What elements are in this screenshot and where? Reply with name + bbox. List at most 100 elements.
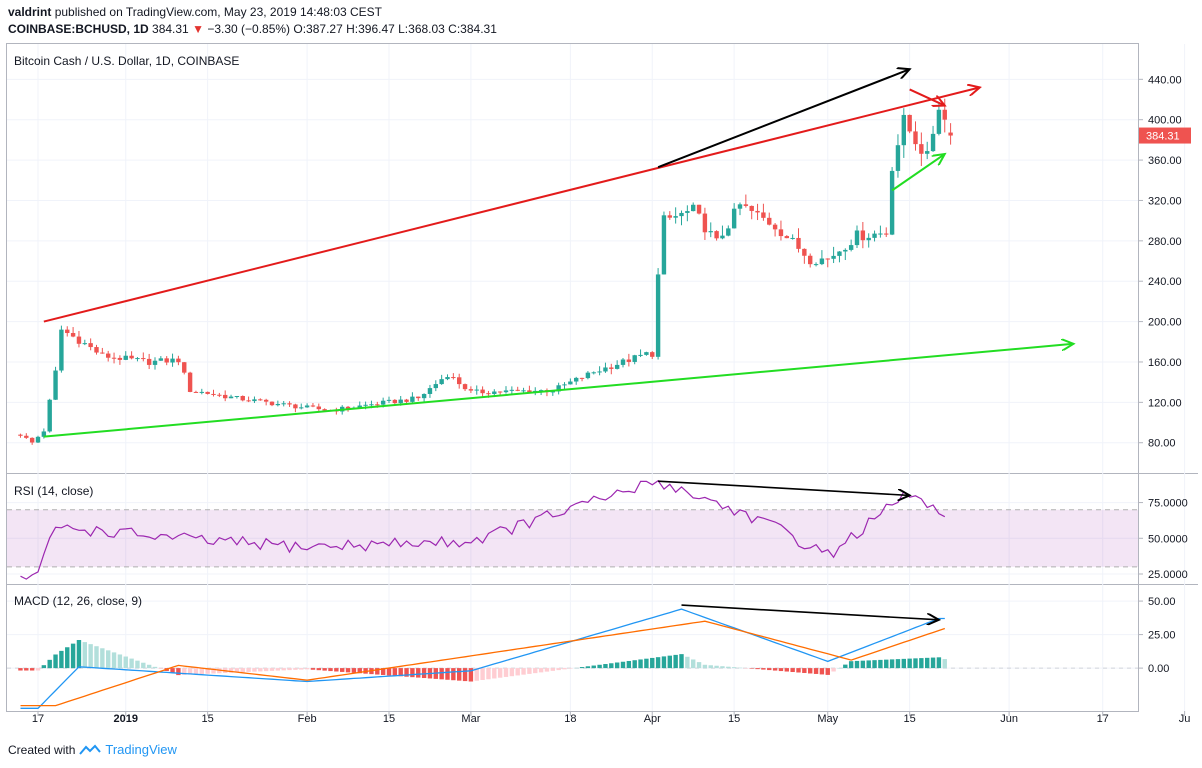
candle-down bbox=[942, 109, 947, 120]
candle-up bbox=[889, 170, 895, 235]
candle-down bbox=[416, 396, 421, 399]
macd-line bbox=[20, 608, 945, 709]
candle-down bbox=[468, 389, 474, 391]
macd-histogram-bar bbox=[626, 660, 632, 669]
macd-histogram-bar bbox=[691, 659, 696, 669]
macd-histogram-bar bbox=[357, 668, 362, 674]
macd-histogram-bar bbox=[451, 668, 456, 681]
candle-down bbox=[223, 394, 228, 399]
time-tick-label: Mar bbox=[461, 713, 480, 725]
macd-histogram-bar bbox=[556, 668, 561, 671]
candle-up bbox=[930, 133, 936, 152]
price-tick-label: 360.00 bbox=[1148, 155, 1182, 167]
time-tick-label: 15 bbox=[383, 713, 395, 725]
macd-histogram-bar bbox=[568, 668, 573, 669]
tradingview-brand[interactable]: TradingView bbox=[105, 742, 177, 757]
macd-histogram-bar bbox=[497, 668, 503, 678]
green-trendline bbox=[43, 344, 1074, 438]
macd-histogram-bar bbox=[100, 648, 105, 669]
candle-down bbox=[457, 377, 462, 385]
author-name[interactable]: valdrint bbox=[8, 5, 52, 19]
candle-down bbox=[772, 224, 778, 230]
main-pane-title: Bitcoin Cash / U.S. Dollar, 1D, COINBASE bbox=[14, 54, 239, 68]
candle-up bbox=[427, 388, 433, 394]
candle-up bbox=[363, 404, 368, 406]
candle-up bbox=[433, 384, 438, 389]
candle-up bbox=[41, 431, 47, 437]
macd-histogram-bar bbox=[591, 665, 596, 669]
macd-histogram-bar bbox=[158, 668, 164, 669]
macd-histogram-bar bbox=[749, 668, 754, 669]
candle-up bbox=[386, 399, 392, 401]
macd-histogram-bar bbox=[135, 660, 140, 669]
candle-down bbox=[88, 343, 93, 348]
candle-up bbox=[503, 390, 509, 393]
candle-down bbox=[293, 404, 298, 409]
macd-histogram-bar bbox=[457, 668, 462, 681]
candle-up bbox=[568, 381, 573, 385]
candle-down bbox=[404, 399, 409, 402]
macd-histogram-bar bbox=[445, 668, 450, 680]
macd-histogram-bar bbox=[620, 661, 626, 669]
macd-histogram-bar bbox=[187, 668, 193, 675]
macd-histogram-bar bbox=[492, 668, 497, 679]
macd-histogram-bar bbox=[533, 668, 538, 674]
candle-down bbox=[527, 390, 532, 393]
time-tick-label: May bbox=[817, 713, 838, 725]
candle-down bbox=[913, 131, 918, 145]
time-tick-label: 2019 bbox=[114, 713, 138, 725]
candle-down bbox=[948, 132, 953, 136]
candle-down bbox=[743, 204, 749, 206]
candle-down bbox=[497, 391, 503, 393]
macd-histogram-bar bbox=[351, 668, 357, 673]
candle-down bbox=[515, 389, 520, 391]
macd-histogram-bar bbox=[474, 668, 479, 681]
candle-up bbox=[199, 391, 204, 393]
macd-histogram-bar bbox=[585, 666, 591, 669]
candle-up bbox=[708, 231, 713, 233]
macd-histogram-bar bbox=[743, 668, 749, 669]
candle-down bbox=[18, 434, 23, 436]
macd-histogram-bar bbox=[252, 668, 257, 672]
macd-histogram-bar bbox=[538, 668, 544, 673]
price-tick-label: 440.00 bbox=[1148, 74, 1182, 86]
macd-histogram-bar bbox=[205, 668, 210, 674]
candle-down bbox=[65, 329, 70, 334]
macd-histogram-bar bbox=[275, 668, 281, 671]
candle-up bbox=[556, 385, 561, 392]
candle-up bbox=[597, 371, 602, 373]
macd-histogram-bar bbox=[334, 668, 339, 672]
candle-down bbox=[29, 437, 35, 443]
footer: Created with TradingView bbox=[8, 742, 177, 757]
macd-histogram-bar bbox=[269, 668, 275, 671]
candle-up bbox=[585, 372, 591, 379]
macd-histogram-bar bbox=[176, 668, 181, 676]
candle-down bbox=[696, 204, 702, 214]
macd-histogram-bar bbox=[848, 661, 854, 669]
candle-down bbox=[187, 372, 193, 392]
rsi-divergence-line bbox=[658, 480, 910, 495]
created-with-label: Created with bbox=[8, 742, 76, 757]
macd-histogram-bar bbox=[737, 667, 743, 669]
candle-up bbox=[720, 235, 725, 239]
candle-up bbox=[35, 436, 41, 443]
candle-up bbox=[591, 372, 596, 374]
candle-up bbox=[574, 377, 579, 382]
macd-histogram-bar bbox=[515, 668, 520, 676]
down-arrow-icon: ▼ bbox=[192, 22, 204, 36]
macd-histogram-bar bbox=[778, 668, 784, 672]
time-axis: 17 2019 15 Feb 15 Mar 18 Apr 15 May 15 Jun 17 Ju bbox=[32, 711, 1190, 725]
candle-up bbox=[603, 367, 608, 372]
macd-histogram-bar bbox=[901, 658, 906, 669]
candle-down bbox=[907, 114, 912, 132]
candle-up bbox=[819, 258, 825, 265]
macd-histogram-bar bbox=[521, 668, 526, 675]
candle-up bbox=[661, 215, 667, 275]
macd-histogram-bar bbox=[878, 659, 883, 669]
candle-up bbox=[158, 358, 164, 361]
macd-histogram-bar bbox=[234, 668, 240, 673]
candle-up bbox=[369, 404, 374, 406]
candle-down bbox=[702, 213, 708, 233]
price-axis: 80.00 120.00 160.00 200.00 240.00 280.00 320.0… bbox=[1138, 74, 1188, 675]
